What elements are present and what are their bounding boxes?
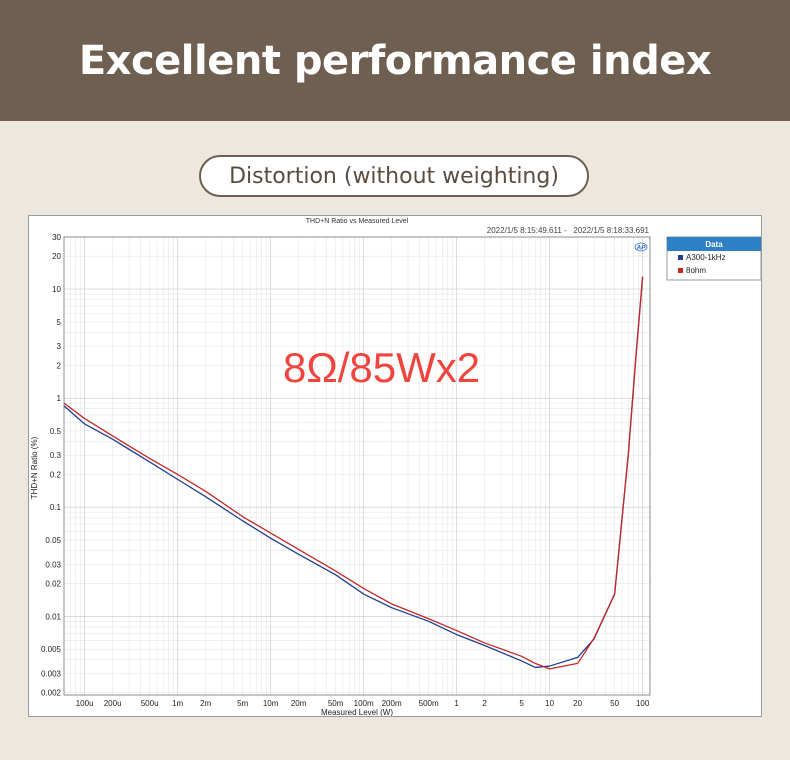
y-tick-label: 0.3	[50, 451, 62, 460]
x-tick-label: 10	[545, 699, 554, 708]
y-tick-label: 0.1	[50, 503, 62, 512]
x-tick-label: 50m	[328, 699, 344, 708]
y-tick-label: 0.005	[41, 645, 62, 654]
legend-swatch-8ohm	[678, 268, 683, 273]
x-tick-label: 100u	[76, 699, 94, 708]
plot-frame	[63, 236, 651, 696]
section-pill: Distortion (without weighting)	[199, 155, 589, 197]
series-layer	[63, 276, 644, 670]
series-line-a300-1khz	[63, 276, 644, 669]
x-tick-label: 200m	[382, 699, 402, 708]
chart-annotation: 8Ω/85Wx2	[283, 344, 480, 391]
legend-label-a300: A300-1kHz	[686, 253, 726, 262]
legend-swatch-a300	[678, 255, 683, 260]
y-tick-label: 20	[52, 252, 61, 261]
y-tick-labels: 30 20 10 5 3 2 1 0.5 0.3 0.2 0.1 0.05 0.03 0.02 0.01 0.…	[41, 233, 62, 698]
thdn-chart: THD+N Ratio vs Measured Level 2022/1/5 8…	[30, 218, 762, 717]
y-tick-label: 2	[57, 361, 62, 370]
y-tick-label: 3	[57, 342, 62, 351]
x-tick-labels: 100u 200u 500u 1m 2m 5m 10m 20m 50m 100m 200m 500m 1…	[76, 699, 650, 708]
legend-title: Data	[705, 240, 723, 249]
x-tick-label: 5	[519, 699, 524, 708]
header-banner: Excellent performance index	[0, 0, 790, 121]
x-tick-label: 5m	[237, 699, 248, 708]
x-tick-label: 500u	[141, 699, 159, 708]
section-pill-label: Distortion (without weighting)	[229, 163, 559, 189]
x-tick-label: 2m	[200, 699, 211, 708]
ap-logo-text: AP	[635, 245, 646, 252]
ap-logo-icon: AP	[634, 242, 648, 252]
grid-minor	[63, 236, 650, 695]
chart-title: THD+N Ratio vs Measured Level	[306, 218, 409, 225]
x-tick-label: 2	[482, 699, 487, 708]
x-tick-label: 20m	[291, 699, 307, 708]
y-tick-label: 10	[52, 285, 61, 294]
chart-timestamp: 2022/1/5 8:15:49.611 - 2022/1/5 8:18:33.…	[487, 226, 650, 235]
x-axis-label: Measured Level (W)	[321, 708, 393, 716]
y-tick-label: 0.01	[45, 612, 61, 621]
y-tick-label: 5	[57, 318, 62, 327]
y-tick-label: 0.2	[50, 470, 62, 479]
x-tick-label: 20	[573, 699, 582, 708]
legend: Data A300-1kHz 8ohm	[666, 236, 762, 281]
y-axis-label: THD+N Ratio (%)	[30, 436, 39, 499]
x-tick-label: 50	[610, 699, 619, 708]
series-line-8ohm	[63, 276, 644, 670]
x-tick-label: 500m	[419, 699, 439, 708]
page-title: Excellent performance index	[78, 37, 712, 84]
x-tick-label: 1m	[172, 699, 183, 708]
x-tick-label: 100m	[354, 699, 374, 708]
x-tick-label: 1	[454, 699, 459, 708]
x-tick-label: 10m	[263, 699, 279, 708]
y-tick-label: 0.05	[45, 536, 61, 545]
y-tick-label: 0.03	[45, 560, 61, 569]
y-tick-label: 0.02	[45, 579, 61, 588]
y-tick-label: 30	[52, 233, 61, 242]
x-tick-label: 100	[636, 699, 650, 708]
legend-title-bar	[667, 237, 761, 251]
legend-label-8ohm: 8ohm	[686, 266, 706, 275]
grid-major	[64, 237, 650, 695]
chart-panel: THD+N Ratio vs Measured Level 2022/1/5 8…	[28, 215, 762, 717]
x-tick-label: 200u	[104, 699, 122, 708]
y-tick-label: 0.003	[41, 669, 62, 678]
y-tick-label: 1	[57, 394, 62, 403]
y-tick-label: 0.5	[50, 427, 62, 436]
y-tick-label: 0.002	[41, 689, 62, 698]
